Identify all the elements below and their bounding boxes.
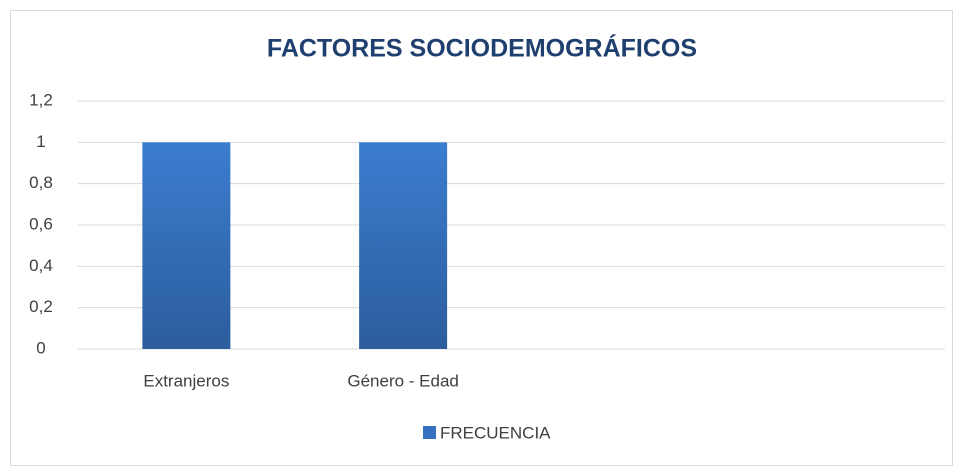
y-tick-label: 0,4 <box>29 256 53 275</box>
bar <box>142 142 231 349</box>
bar <box>359 142 448 349</box>
x-tick-label: Extranjeros <box>143 371 229 390</box>
legend-label: FRECUENCIA <box>440 423 551 442</box>
y-tick-label: 1 <box>36 132 45 151</box>
y-tick-label: 0 <box>36 338 45 357</box>
legend-swatch <box>423 426 436 439</box>
y-tick-label: 0,2 <box>29 297 53 316</box>
chart-title: FACTORES SOCIODEMOGRÁFICOS <box>267 34 697 63</box>
x-tick-label: Género - Edad <box>347 371 459 390</box>
y-tick-label: 0,6 <box>29 214 53 233</box>
y-tick-label: 0,8 <box>29 173 53 192</box>
y-tick-label: 1,2 <box>29 90 53 109</box>
